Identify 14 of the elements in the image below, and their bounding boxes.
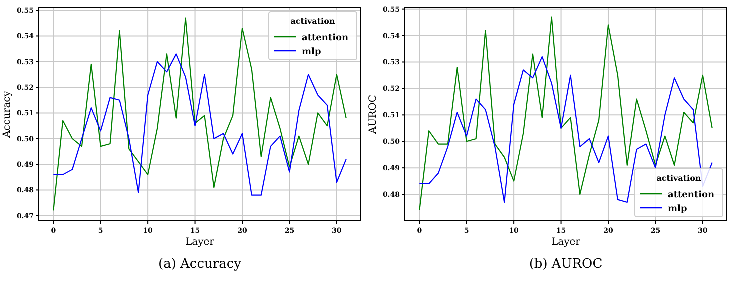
line-series [53,18,347,212]
y-axis-title: AUROC [368,94,379,136]
legend-label: attention [302,34,349,44]
text: (a) Accuracy [158,257,242,272]
legend-title: activation [656,173,702,183]
legend-label: mlp [302,48,322,58]
legend-title: activation [290,16,336,26]
x-axis-title: Layer [552,237,581,248]
y-axis-title: Accuracy [2,90,13,139]
text: (b) AUROC [529,257,603,272]
line-series [419,56,713,204]
legend-label: attention [668,190,715,200]
legend-label: mlp [668,204,688,214]
x-axis-title: Layer [186,237,215,248]
